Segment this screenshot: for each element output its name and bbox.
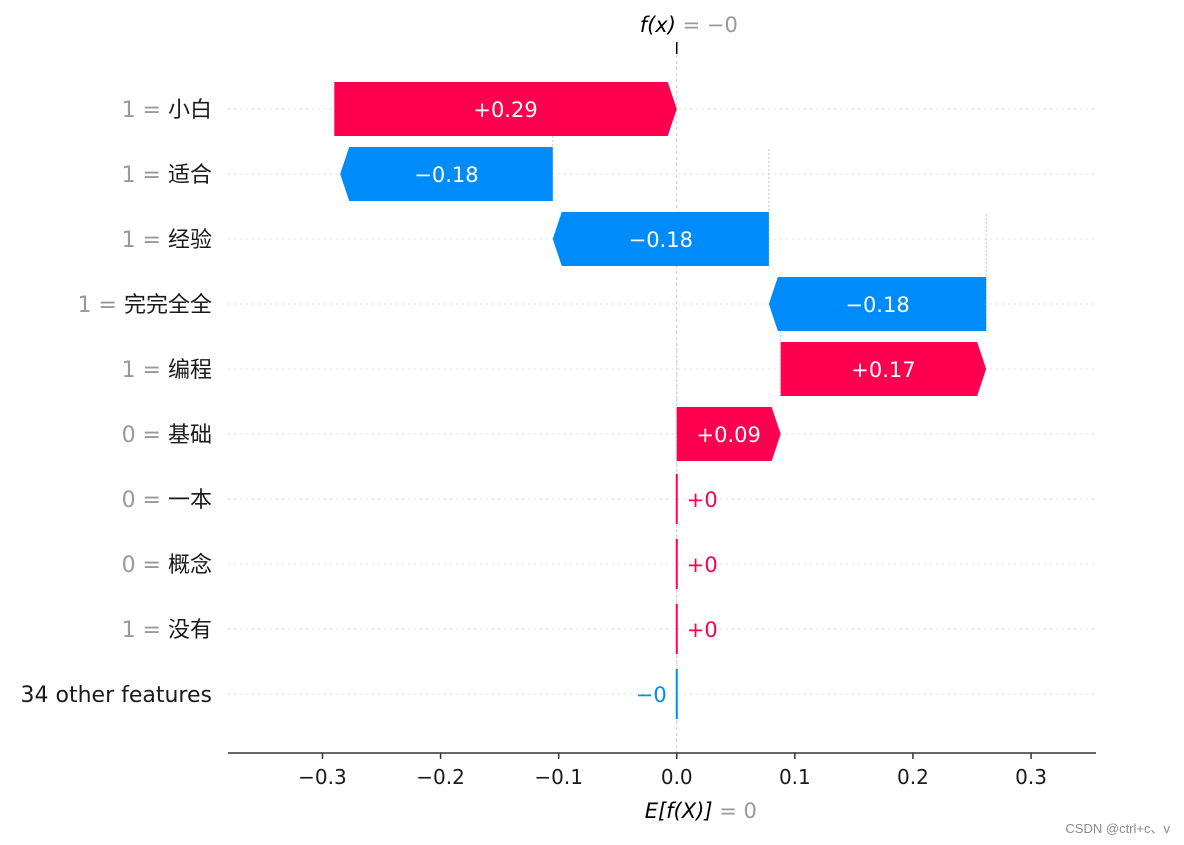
feature-label: 34 other features bbox=[21, 683, 212, 708]
bar-value-label: −0 bbox=[636, 683, 667, 707]
bar-value-label: +0.17 bbox=[851, 358, 915, 382]
feature-label: 0 = 一本 bbox=[122, 488, 212, 513]
feature-label: 1 = 经验 bbox=[122, 228, 212, 253]
feature-label: 1 = 适合 bbox=[122, 163, 212, 188]
feature-name: 一本 bbox=[168, 488, 212, 513]
negative-bar bbox=[552, 212, 769, 266]
bar-value-label: −0.18 bbox=[845, 293, 909, 317]
x-tick-label: −0.1 bbox=[534, 765, 583, 789]
feature-value: 0 = bbox=[122, 553, 168, 578]
x-tick-label: −0.2 bbox=[416, 765, 465, 789]
feature-label: 1 = 小白 bbox=[122, 98, 212, 123]
feature-value: 1 = bbox=[122, 358, 168, 383]
ex-label-value: = 0 bbox=[713, 799, 757, 823]
feature-name: 适合 bbox=[168, 163, 212, 188]
positive-bar bbox=[676, 407, 781, 461]
feature-value: 1 = bbox=[122, 98, 168, 123]
fx-label: f(x) = −0 bbox=[640, 13, 738, 37]
x-tick-label: 0.1 bbox=[779, 765, 811, 789]
feature-name: 完完全全 bbox=[124, 293, 212, 318]
bar-value-label: +0 bbox=[687, 553, 718, 577]
feature-name: 没有 bbox=[168, 618, 212, 643]
feature-name: 概念 bbox=[168, 553, 212, 578]
watermark: CSDN @ctrl+c、v bbox=[1065, 821, 1170, 836]
bar-value-label: +0 bbox=[687, 618, 718, 642]
ex-label-prefix: E[f(X)] bbox=[645, 799, 713, 823]
bar-value-label: +0 bbox=[687, 488, 718, 512]
feature-value: 1 = bbox=[122, 618, 168, 643]
x-tick-label: 0.2 bbox=[897, 765, 929, 789]
feature-label: 1 = 完完全全 bbox=[78, 293, 212, 318]
bar-value-label: −0.18 bbox=[414, 163, 478, 187]
fx-label-prefix: f(x) bbox=[640, 13, 676, 37]
feature-name: 34 other features bbox=[21, 683, 212, 708]
feature-value: 1 = bbox=[122, 163, 168, 188]
bar-value-label: −0.18 bbox=[629, 228, 693, 252]
feature-label: 0 = 基础 bbox=[122, 423, 212, 448]
feature-name: 基础 bbox=[168, 423, 212, 448]
feature-name: 小白 bbox=[168, 98, 212, 123]
feature-value: 0 = bbox=[122, 488, 168, 513]
x-tick-label: 0.0 bbox=[661, 765, 693, 789]
feature-label: 0 = 概念 bbox=[122, 553, 212, 578]
feature-name: 编程 bbox=[168, 358, 212, 383]
feature-name: 经验 bbox=[168, 228, 212, 253]
bar-value-label: +0.29 bbox=[473, 98, 537, 122]
feature-label: 1 = 编程 bbox=[122, 358, 212, 383]
positive-bar bbox=[334, 82, 677, 136]
ex-label: E[f(X)] = 0 bbox=[645, 799, 757, 823]
feature-value: 0 = bbox=[122, 423, 168, 448]
bar-value-label: +0.09 bbox=[697, 423, 761, 447]
x-tick-label: 0.3 bbox=[1015, 765, 1047, 789]
x-tick-label: −0.3 bbox=[298, 765, 347, 789]
positive-bar bbox=[780, 342, 987, 396]
fx-label-value: = −0 bbox=[676, 13, 738, 37]
negative-bar bbox=[768, 277, 987, 331]
negative-bar bbox=[340, 147, 553, 201]
feature-value: 1 = bbox=[78, 293, 124, 318]
feature-label: 1 = 没有 bbox=[122, 618, 212, 643]
feature-value: 1 = bbox=[122, 228, 168, 253]
